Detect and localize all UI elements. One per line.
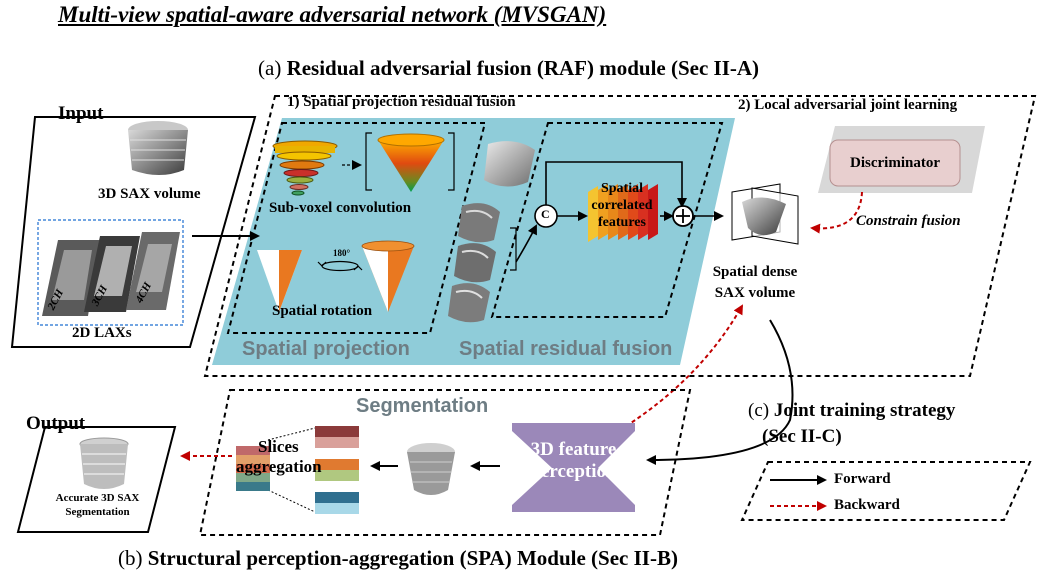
constrain-fusion-label: Constrain fusion xyxy=(856,213,961,229)
sax-volume-label: 3D SAX volume xyxy=(98,186,201,202)
spa-module-frame xyxy=(198,389,692,536)
sax-volume-icon xyxy=(128,121,188,175)
output-label: Output xyxy=(26,413,86,434)
residual-add-node xyxy=(672,205,694,227)
raf-sub1-label: 1) Spatial projection residual fusion xyxy=(287,94,516,110)
output-result-line-2: Segmentation xyxy=(65,506,130,518)
joint-title: Joint training strategy xyxy=(773,400,956,421)
rotation-cone-left-icon xyxy=(257,250,302,312)
features-line-2: correlated xyxy=(591,198,653,213)
rotation-arrow-icon xyxy=(317,260,363,272)
feature-perception-line-1: 3D feature xyxy=(530,439,617,460)
spa-header: (b) Structural perception-aggregation (S… xyxy=(118,546,678,571)
diagram-title: Multi-view spatial-aware adversarial net… xyxy=(58,2,607,27)
legend-backward-label: Backward xyxy=(834,497,900,513)
aggregated-slice-stack xyxy=(236,446,270,491)
raf-prefix: (a) xyxy=(258,56,282,80)
feature-perception-line-2: perception xyxy=(530,461,617,482)
segmentation-label: Segmentation xyxy=(356,395,489,417)
rotation-cone-right-icon xyxy=(361,240,415,312)
slice-stack-column xyxy=(315,426,359,514)
output-result-label: Accurate 3D SAX Segmentation xyxy=(40,491,155,519)
dense-volume-label: Spatial dense SAX volume xyxy=(690,262,820,304)
spatial-projection-frame xyxy=(226,122,487,334)
raf-sub2-label: 2) Local adversarial joint learning xyxy=(738,97,958,113)
discriminator-label: Discriminator xyxy=(850,155,940,171)
raf-module-frame xyxy=(203,95,1037,377)
projected-slices-icon xyxy=(448,141,535,323)
spatial-rotation-label: Spatial rotation xyxy=(272,303,373,319)
lax-frame xyxy=(37,219,184,326)
legend-frame xyxy=(740,461,1032,521)
discriminator-box xyxy=(829,139,961,187)
dense-volume-icon xyxy=(731,183,799,245)
lax-label: 2D LAXs xyxy=(72,325,132,341)
joint-sec: (Sec II-C) xyxy=(762,426,842,447)
joint-prefix: (c) xyxy=(748,400,770,421)
slices-line-2: aggregation xyxy=(236,457,322,476)
correlated-features-blocks xyxy=(588,184,658,242)
joint-header: (c) Joint training strategy xyxy=(748,400,955,422)
spatial-residual-fusion-label: Spatial residual fusion xyxy=(459,338,673,360)
feature-perception-label: 3D feature perception xyxy=(512,439,635,483)
spa-prefix: (b) xyxy=(118,546,143,570)
raf-title: Residual adversarial fusion (RAF) module… xyxy=(286,56,760,80)
output-result-line-1: Accurate 3D SAX xyxy=(55,492,140,504)
sub-voxel-stack-icon xyxy=(272,140,338,196)
slices-line-1: Slices xyxy=(258,437,299,456)
output-segmentation-icon xyxy=(79,437,129,489)
dense-volume-line-2: SAX volume xyxy=(714,285,796,301)
features-line-3: features xyxy=(598,215,646,230)
cone-icon xyxy=(377,133,445,192)
spatial-projection-label: Spatial projection xyxy=(242,338,410,360)
feature-perception-block xyxy=(512,423,635,512)
raf-header: (a) Residual adversarial fusion (RAF) mo… xyxy=(258,56,759,81)
dense-volume-line-1: Spatial dense xyxy=(712,264,798,280)
slices-aggregation-label: Slices aggregation xyxy=(236,437,322,477)
concat-symbol: C xyxy=(541,207,550,221)
input-label: Input xyxy=(58,103,104,124)
legend-forward-label: Forward xyxy=(834,471,891,487)
sub-voxel-label: Sub-voxel convolution xyxy=(269,200,412,216)
features-line-1: Spatial xyxy=(600,181,643,196)
spatial-residual-frame xyxy=(490,122,724,318)
spa-title: Structural perception-aggregation (SPA) … xyxy=(147,546,678,570)
correlated-features-label: Spatial correlated features xyxy=(582,180,662,231)
rotation-degree-label: 180° xyxy=(333,248,351,258)
coarse-volume-icon xyxy=(407,443,455,495)
